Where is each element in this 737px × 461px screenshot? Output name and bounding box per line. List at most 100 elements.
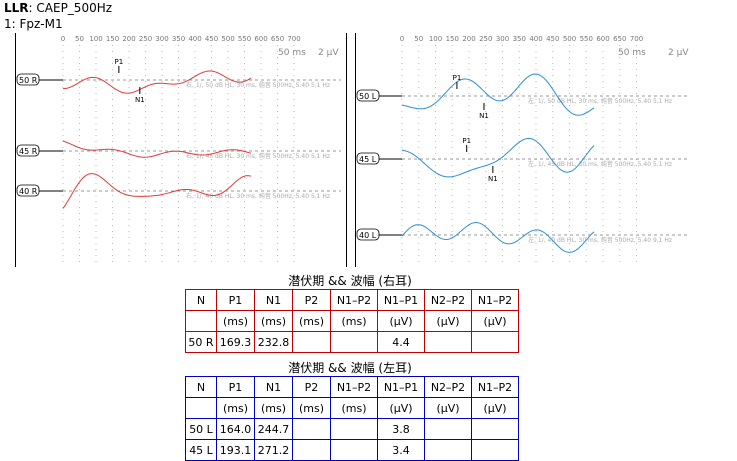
marker-n1: N1 xyxy=(488,175,498,183)
time-tick-label: 250 xyxy=(479,35,492,43)
time-tick-label: 100 xyxy=(89,35,102,43)
table-cell: (ms) xyxy=(254,397,293,419)
table-row: 50 L 164.0 244.7 3.8 xyxy=(185,418,519,440)
table-cell xyxy=(185,310,217,332)
right-ear-results-table: N P1 N1 P2 N1–P2 N1–P1 N2–P2 N1–P2 (ms) (ms) (ms)(… xyxy=(185,289,519,353)
time-tick-label: 200 xyxy=(122,35,135,43)
left-ear-waveform-panel[interactable]: 0 50 100 150 200 250 300 350 400 450 500 550 600 650 7… xyxy=(355,33,696,267)
table-cell xyxy=(424,439,472,461)
left-table-caption: 潜伏期 && 波幅 (左耳) xyxy=(288,361,412,375)
table-cell: N2–P2 xyxy=(424,376,472,398)
table-cell: 232.8 xyxy=(254,331,293,353)
time-tick-label: 150 xyxy=(446,35,459,43)
table-units-row: (ms) (ms) (ms) (ms) (μV) (μV) (μV) xyxy=(185,310,519,332)
time-tick-label: 650 xyxy=(613,35,626,43)
table-cell: (ms) xyxy=(330,310,378,332)
trace-level-label: 40 L xyxy=(359,231,377,240)
right-ear-waveform-panel[interactable]: 0 50 100 150 200 250 300 350 400 450 500 550 600 650 7… xyxy=(15,33,347,267)
right-ear-waveform-chart: 0 50 100 150 200 250 300 350 400 450 500 550 600 650 7… xyxy=(16,35,341,267)
time-tick-label: 700 xyxy=(287,35,300,43)
table-cell: (μV) xyxy=(471,397,519,419)
table-cell: 3.8 xyxy=(377,418,425,440)
trace-45l: 45 L 左, 1/, 45 dB HL, 30 ms, 纯音 500Hz, 5.… xyxy=(356,137,688,183)
time-tick-label: 100 xyxy=(429,35,442,43)
time-tick-label: 50 xyxy=(75,35,84,43)
time-tick-label: 500 xyxy=(563,35,576,43)
table-cell: (ms) xyxy=(292,397,331,419)
trace-info-label: 右, 1/, 50 dB HL, 30 ms, 纯音 500Hz, 5.40 5… xyxy=(186,81,330,89)
trace-50l: 50 L 左, 1/, 50 dB HL, 30 ms, 纯音 500Hz, 5.… xyxy=(356,73,688,120)
trace-waveform xyxy=(401,221,595,253)
time-tick-label: 150 xyxy=(106,35,119,43)
table-cell: N1 xyxy=(254,289,293,311)
trace-info-label: 右, 1/, 45 dB HL, 30 ms, 纯音 500Hz, 5.40 5… xyxy=(186,152,330,160)
table-cell: N xyxy=(185,376,217,398)
trace-info-label: 左, 1/, 50 dB HL, 30 ms, 纯音 500Hz, 5.40 5… xyxy=(528,97,672,105)
trace-50r: 50 R 右, 1/, 50 dB HL, 30 ms, 纯音 500Hz, 5.… xyxy=(16,58,341,104)
time-tick-label: 250 xyxy=(139,35,152,43)
table-cell: 271.2 xyxy=(254,439,293,461)
table-cell: P1 xyxy=(216,289,255,311)
table-cell xyxy=(471,439,519,461)
time-tick-label: 650 xyxy=(271,35,284,43)
left-ear-results-table: N P1 N1 P2 N1–P2 N1–P1 N2–P2 N1–P2 (ms) (ms) (ms)(… xyxy=(185,376,519,461)
marker-p1: P1 xyxy=(453,74,462,82)
right-table-caption: 潜伏期 && 波幅 (右耳) xyxy=(288,274,412,288)
table-cell: 193.1 xyxy=(216,439,255,461)
table-cell: 50 R xyxy=(185,331,217,353)
table-row: 50 R 169.3 232.8 4.4 xyxy=(185,331,519,353)
table-cell: 45 L xyxy=(185,439,217,461)
marker-n1: N1 xyxy=(135,96,145,104)
table-cell: (μV) xyxy=(471,310,519,332)
table-cell xyxy=(292,418,331,440)
table-units-row: (ms) (ms) (ms) (ms) (μV) (μV) (μV) xyxy=(185,397,519,419)
trace-waveform xyxy=(401,137,595,178)
table-cell: 244.7 xyxy=(254,418,293,440)
table-cell: (ms) xyxy=(254,310,293,332)
table-cell: N1–P2 xyxy=(330,376,378,398)
trace-waveform xyxy=(62,140,252,158)
table-row: 45 L 193.1 271.2 3.4 xyxy=(185,439,519,461)
trace-level-label: 40 R xyxy=(19,187,38,196)
trace-40r: 40 R 右, 1/, 40 dB HL, 30 ms, 纯音 500Hz, 5.… xyxy=(16,173,341,209)
table-header-row: N P1 N1 P2 N1–P2 N1–P1 N2–P2 N1–P2 xyxy=(185,376,519,398)
table-cell: (ms) xyxy=(216,397,255,419)
table-cell xyxy=(471,418,519,440)
table-cell: 164.0 xyxy=(216,418,255,440)
trace-level-label: 45 R xyxy=(19,147,38,156)
table-cell xyxy=(330,331,378,353)
time-tick-label: 0 xyxy=(400,35,404,43)
time-tick-label: 700 xyxy=(630,35,643,43)
table-cell: (μV) xyxy=(424,397,472,419)
time-tick-label: 600 xyxy=(596,35,609,43)
trace-40l: 40 L 左, 1/, 40 dB HL, 30 ms, 纯音 500Hz, 5.… xyxy=(356,221,688,253)
trace-level-label: 50 L xyxy=(359,92,377,101)
time-tick-label: 50 xyxy=(414,35,423,43)
table-cell: 50 L xyxy=(185,418,217,440)
scale-time-label: 50 ms xyxy=(278,48,306,58)
time-tick-label: 450 xyxy=(205,35,218,43)
table-cell: 169.3 xyxy=(216,331,255,353)
time-tick-label: 400 xyxy=(188,35,201,43)
table-cell xyxy=(424,418,472,440)
trace-level-label: 50 R xyxy=(19,76,38,85)
table-cell: N1–P2 xyxy=(471,289,519,311)
time-axis-ticks: 0 50 100 150 200 250 300 350 400 450 500 550 600 650 7… xyxy=(400,35,643,267)
table-cell: (μV) xyxy=(377,310,425,332)
table-cell: N1 xyxy=(254,376,293,398)
table-cell: P2 xyxy=(292,289,331,311)
trace-waveform xyxy=(62,173,252,209)
marker-n1: N1 xyxy=(479,112,489,120)
table-cell: P1 xyxy=(216,376,255,398)
time-tick-label: 450 xyxy=(546,35,559,43)
table-cell: N1–P1 xyxy=(377,289,425,311)
table-cell: (μV) xyxy=(424,310,472,332)
header-prefix: LLR xyxy=(4,1,29,15)
time-tick-label: 350 xyxy=(172,35,185,43)
marker-p1: P1 xyxy=(462,137,471,145)
table-cell xyxy=(330,418,378,440)
table-cell xyxy=(292,439,331,461)
trace-level-label: 45 L xyxy=(359,155,377,164)
time-tick-label: 400 xyxy=(529,35,542,43)
header-title: LLR: CAEP_500Hz xyxy=(4,1,112,15)
